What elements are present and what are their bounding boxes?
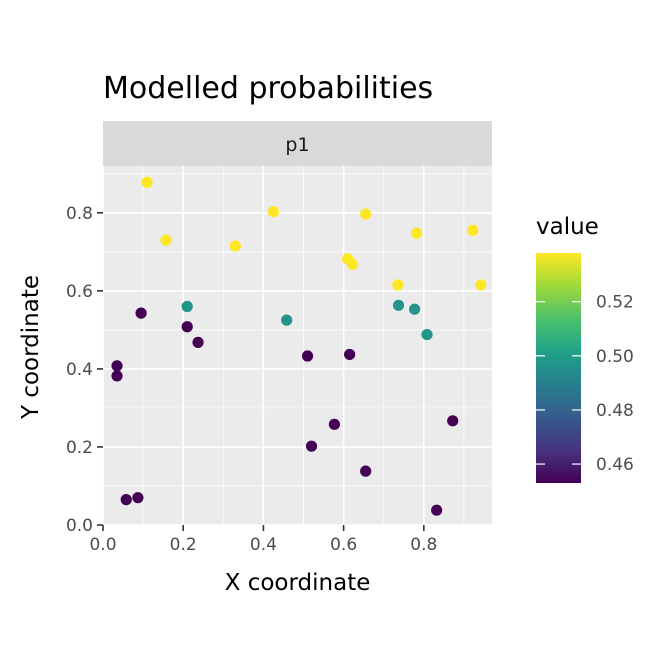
scatter-point (267, 206, 280, 218)
scatter-point (411, 227, 423, 239)
scatter-point (421, 328, 433, 341)
scatter-point (301, 350, 314, 362)
scatter-point (281, 314, 293, 326)
scatter-point (447, 415, 459, 427)
y-tick-label: 0.8 (66, 204, 93, 224)
scatter-point (132, 492, 144, 504)
scatter-point (328, 418, 340, 430)
facet-strip-label: p1 (285, 134, 309, 156)
scatter-point (141, 176, 153, 188)
scatter-point (467, 224, 479, 236)
axes: 0.0 0.2 0.4 0.6 0.8 0.0 0.2 0.4 0.6 0.8 (66, 204, 437, 555)
data-points (111, 176, 487, 516)
legend-tick-label: 0.52 (596, 293, 634, 313)
scatter-point (181, 300, 193, 313)
x-tick-label: 0.4 (250, 535, 277, 555)
scatter-point (344, 348, 356, 361)
x-tick-label: 0.6 (330, 535, 357, 555)
scatter-point (409, 303, 421, 315)
plot-panel (103, 166, 492, 525)
scatter-point (229, 240, 241, 252)
scatter-point (120, 494, 132, 506)
scatter-point (346, 258, 359, 270)
scatter-point (392, 299, 405, 311)
y-tick-label: 0.2 (66, 438, 93, 458)
chart-title: Modelled probabilities (103, 71, 433, 106)
scatter-point (475, 279, 487, 291)
y-tick-label: 0.6 (66, 282, 93, 302)
x-tick-label: 0.0 (89, 535, 116, 555)
y-tick-label: 0.0 (66, 516, 93, 536)
y-axis-title: Y coordinate (18, 275, 44, 420)
grid-major (102, 166, 492, 526)
scatter-point (431, 504, 443, 516)
scatter-point (392, 279, 404, 291)
legend-tick-label: 0.50 (596, 347, 634, 367)
scatter-point (360, 465, 372, 477)
scatter-point (160, 234, 172, 246)
scatter-point (360, 208, 372, 220)
legend-ticks: 0.46 0.48 0.50 0.52 (536, 293, 634, 475)
legend-title: value (536, 214, 599, 240)
x-tick-label: 0.2 (170, 535, 197, 555)
x-tick-label: 0.8 (410, 535, 437, 555)
scatter-point (135, 307, 147, 319)
scatter-point (181, 321, 193, 333)
y-tick-label: 0.4 (66, 360, 93, 380)
legend-tick-label: 0.48 (596, 401, 634, 421)
scatter-point (111, 370, 123, 382)
scatter-point (192, 336, 204, 348)
scatter-point (305, 440, 318, 452)
x-axis-title: X coordinate (225, 570, 371, 596)
facet-strip (103, 121, 492, 166)
legend-tick-label: 0.46 (596, 455, 634, 475)
legend-colorbar (536, 253, 581, 483)
scatter-point (111, 360, 123, 372)
